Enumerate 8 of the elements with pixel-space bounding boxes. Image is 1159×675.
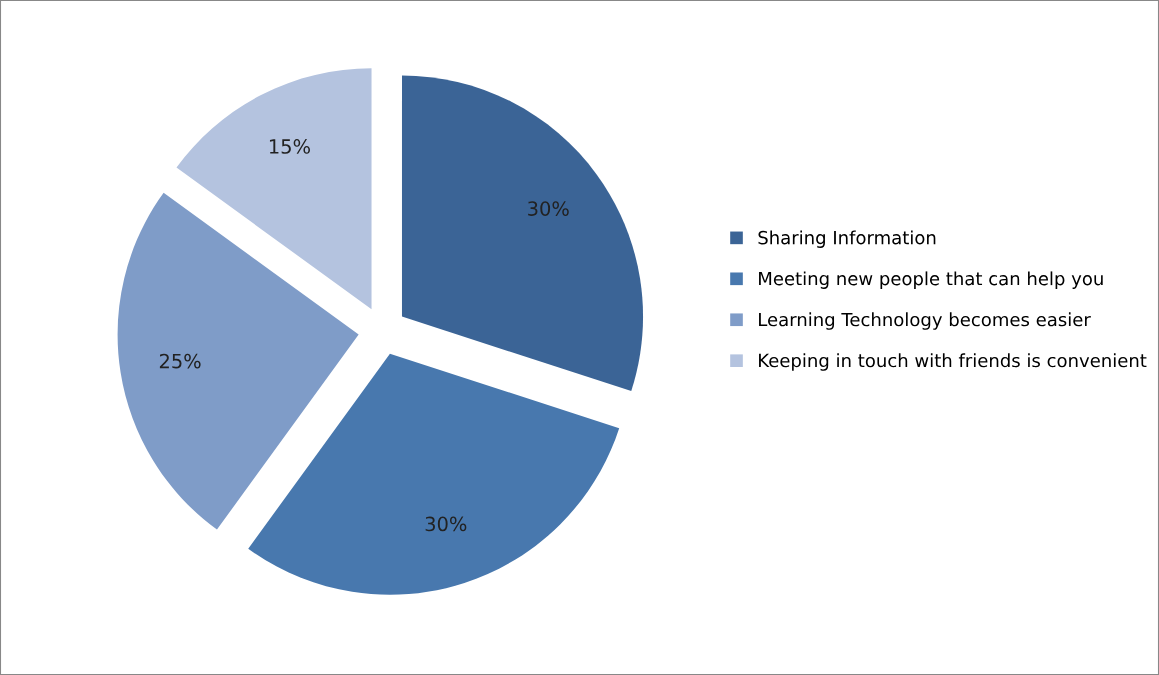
legend-label: Meeting new people that can help you bbox=[759, 271, 1103, 289]
data-label: 30% bbox=[425, 516, 467, 532]
data-label: 15% bbox=[269, 139, 310, 154]
legend-label: Learning Technology becomes easier bbox=[759, 312, 1091, 330]
legend-label: Sharing Information bbox=[758, 230, 936, 248]
data-label: 30% bbox=[528, 201, 569, 216]
data-label: 25% bbox=[159, 353, 201, 369]
legend-label: Keeping in touch with friends is convenient bbox=[759, 353, 1147, 371]
